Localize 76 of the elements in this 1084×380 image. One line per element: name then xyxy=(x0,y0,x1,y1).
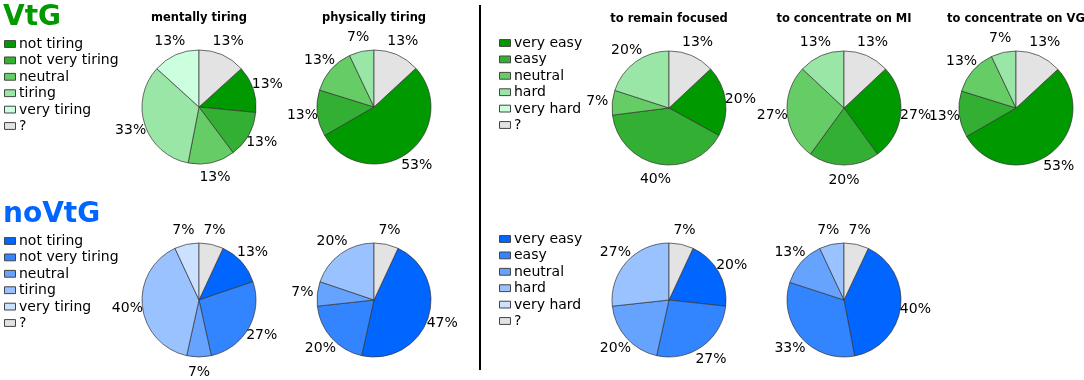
data-label: 7% xyxy=(291,283,314,300)
data-label: 13% xyxy=(246,133,278,150)
data-label: 13% xyxy=(1029,33,1061,50)
legend-label: very hard xyxy=(514,295,582,312)
data-label: 27% xyxy=(599,242,631,259)
chart-title: physically tiring xyxy=(321,10,427,24)
data-label: 13% xyxy=(199,168,231,185)
data-label: 7% xyxy=(586,92,609,109)
legend-label: very easy xyxy=(514,230,583,246)
data-label: 7% xyxy=(172,220,195,237)
data-label: 20% xyxy=(316,232,348,249)
data-label: 53% xyxy=(401,155,433,172)
legend-label: not very tiring xyxy=(19,51,119,68)
legend-label: hard xyxy=(514,279,546,296)
data-label: 33% xyxy=(115,120,147,137)
data-label: 20% xyxy=(599,339,631,356)
legend-label: very easy xyxy=(514,34,583,50)
legend-label: not very tiring xyxy=(19,248,119,265)
chart-title: to concentrate on MI xyxy=(776,11,912,25)
data-label: 27% xyxy=(246,326,278,343)
legend-label: not tiring xyxy=(19,35,84,51)
legend-title: VtG xyxy=(3,0,62,32)
legend-label: ? xyxy=(514,116,522,132)
legend-label: neutral xyxy=(19,264,70,281)
data-label: 33% xyxy=(774,338,806,355)
legend-label: easy xyxy=(514,246,547,263)
data-label: 13% xyxy=(237,242,269,259)
data-label: 47% xyxy=(426,314,458,331)
data-label: 13% xyxy=(682,32,714,49)
data-label: 13% xyxy=(387,32,419,49)
data-label: 40% xyxy=(111,298,143,315)
legend-label: very tiring xyxy=(19,100,92,117)
data-label: 20% xyxy=(716,255,748,272)
data-label: 7% xyxy=(203,220,226,237)
legend-label: neutral xyxy=(514,262,565,279)
data-label: 7% xyxy=(817,220,840,237)
data-label: 27% xyxy=(756,105,788,122)
legend-label: tiring xyxy=(19,281,56,298)
legend-label: neutral xyxy=(514,66,565,83)
legend-label: ? xyxy=(514,312,522,328)
data-label: 53% xyxy=(1043,156,1075,173)
data-label: 13% xyxy=(286,105,319,122)
data-label: 13% xyxy=(154,32,186,49)
data-label: 27% xyxy=(695,349,727,366)
chart-title: to remain focused xyxy=(610,11,728,25)
data-label: 7% xyxy=(848,220,871,237)
legend-label: hard xyxy=(514,83,546,100)
data-label: 7% xyxy=(378,220,401,237)
data-label: 20% xyxy=(828,171,860,187)
data-label: 20% xyxy=(304,339,336,356)
legend-label: tiring xyxy=(19,84,56,101)
legend-label: easy xyxy=(514,50,547,67)
data-label: 7% xyxy=(347,27,370,44)
chart-title: mentally tiring xyxy=(150,10,248,24)
legend-label: ? xyxy=(19,117,27,133)
legend-label: ? xyxy=(19,314,27,330)
data-label: 7% xyxy=(673,220,696,237)
data-label: 20% xyxy=(611,40,643,57)
legend-label: not tiring xyxy=(19,232,84,248)
data-label: 13% xyxy=(304,50,336,67)
legend-label: neutral xyxy=(19,67,70,84)
data-label: 7% xyxy=(989,28,1012,45)
data-label: 40% xyxy=(899,300,931,317)
legend-label: very hard xyxy=(514,99,582,116)
legend-title: noVtG xyxy=(3,196,101,229)
data-label: 13% xyxy=(799,32,831,49)
legend-label: very tiring xyxy=(19,297,92,314)
data-label: 13% xyxy=(774,243,806,260)
chart-title: to concentrate on VG xyxy=(947,11,1084,25)
data-label: 13% xyxy=(857,32,889,49)
data-label: 40% xyxy=(639,169,672,186)
data-label: 13% xyxy=(251,75,283,92)
data-label: 13% xyxy=(212,32,244,49)
data-label: 20% xyxy=(724,89,756,106)
data-label: 13% xyxy=(946,51,978,68)
data-label: 7% xyxy=(187,363,211,379)
